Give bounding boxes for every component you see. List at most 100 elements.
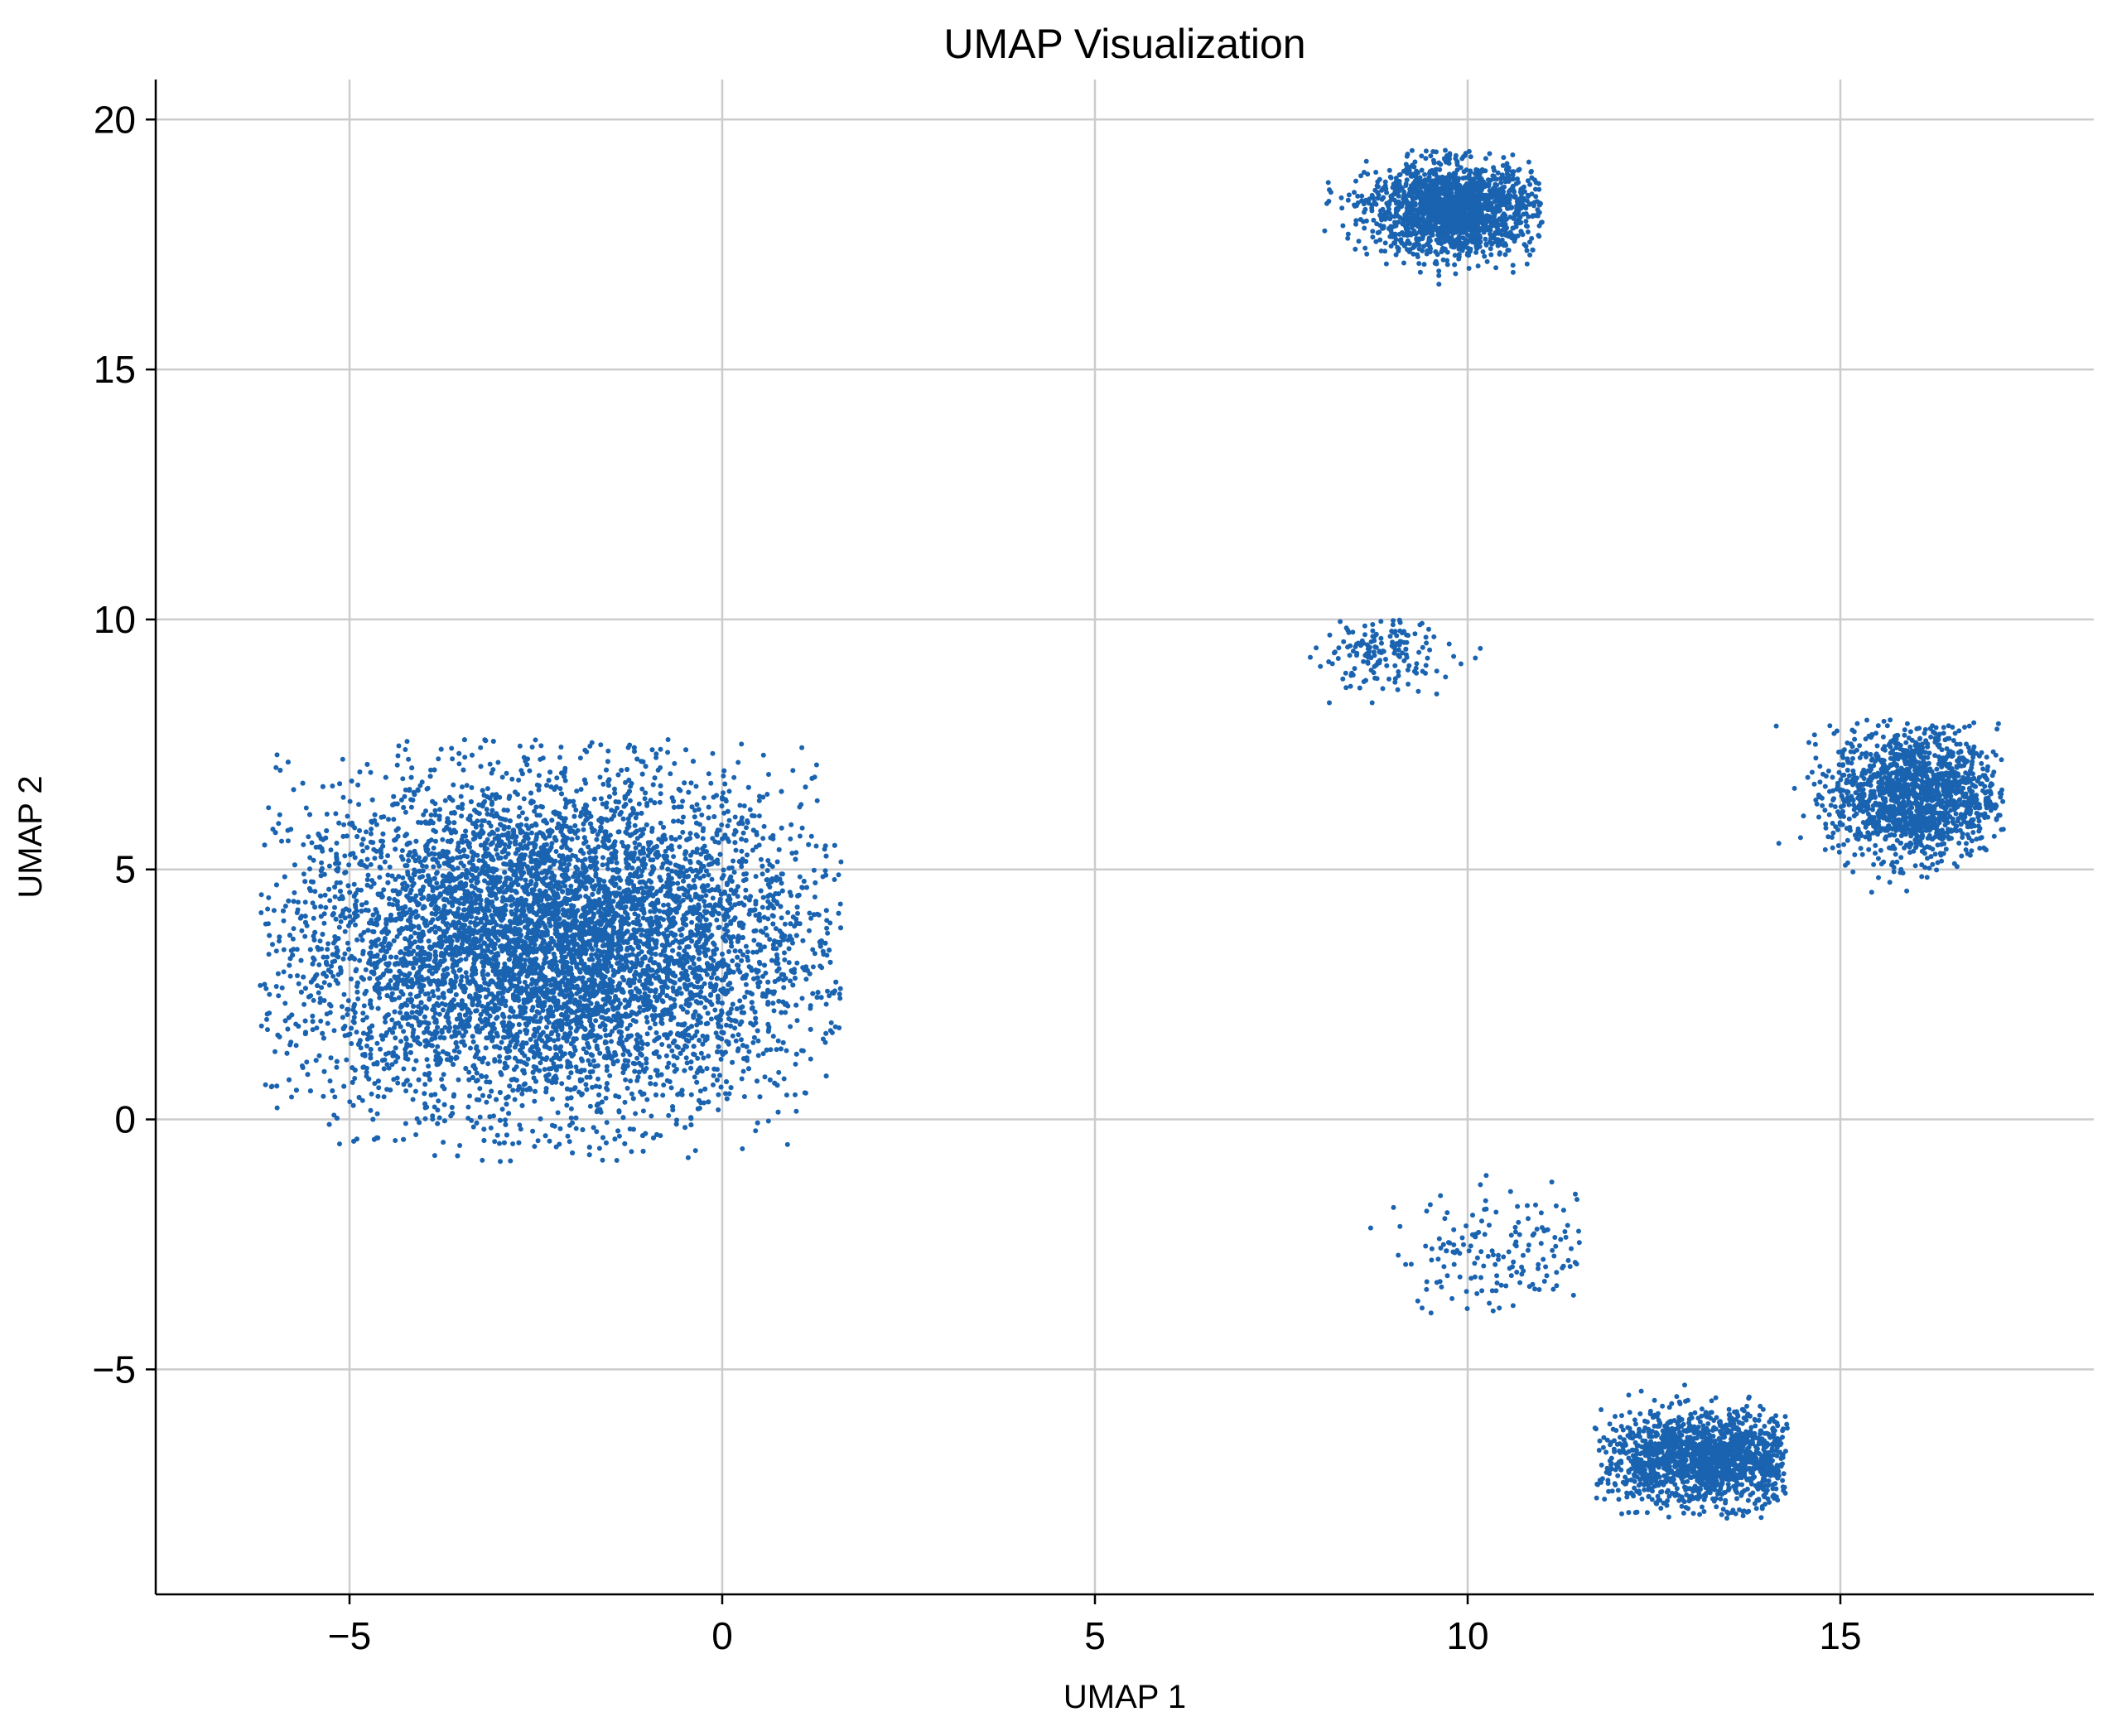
scatter-point <box>782 921 788 927</box>
scatter-point <box>462 1043 467 1048</box>
scatter-point <box>750 949 756 955</box>
scatter-point <box>530 1128 536 1134</box>
scatter-point <box>304 1059 310 1065</box>
scatter-point <box>340 794 346 800</box>
scatter-point <box>281 947 287 952</box>
scatter-point <box>458 793 464 799</box>
scatter-point <box>661 902 667 908</box>
scatter-point <box>765 905 771 911</box>
scatter-point <box>568 1106 574 1112</box>
scatter-point <box>624 1085 630 1091</box>
scatter-point <box>480 1003 485 1009</box>
scatter-point <box>517 805 523 811</box>
scatter-point <box>289 1094 294 1100</box>
scatter-point <box>788 822 794 827</box>
scatter-point <box>423 808 428 814</box>
scatter-point <box>383 1020 388 1025</box>
scatter-point <box>745 949 750 955</box>
scatter-point <box>403 1121 408 1126</box>
scatter-point <box>538 756 543 762</box>
scatter-point <box>377 995 383 1001</box>
scatter-point <box>276 821 282 827</box>
scatter-point <box>558 745 564 750</box>
scatter-point <box>688 1092 694 1097</box>
scatter-point <box>693 784 699 789</box>
scatter-point <box>351 1004 357 1010</box>
scatter-point <box>571 798 576 804</box>
scatter-point <box>593 873 599 879</box>
scatter-point <box>375 1093 381 1099</box>
scatter-point <box>508 1158 514 1164</box>
scatter-point <box>628 1078 634 1084</box>
scatter-point <box>293 1043 299 1049</box>
scatter-point <box>828 1020 834 1025</box>
scatter-point <box>391 817 397 822</box>
scatter-point <box>740 830 746 836</box>
scatter-point <box>692 1148 698 1154</box>
scatter-point <box>678 804 684 810</box>
scatter-point <box>412 930 417 936</box>
scatter-point <box>485 786 490 792</box>
scatter-point <box>728 887 734 893</box>
scatter-point <box>460 784 465 790</box>
scatter-point <box>342 928 348 934</box>
scatter-point <box>544 986 550 992</box>
scatter-point <box>670 985 676 991</box>
scatter-point <box>421 812 427 817</box>
scatter-point <box>324 812 330 817</box>
scatter-point <box>420 863 425 869</box>
scatter-point <box>747 807 753 813</box>
scatter-point <box>266 952 272 957</box>
scatter-point <box>345 1012 350 1017</box>
scatter-point <box>810 947 816 952</box>
scatter-point <box>793 1061 798 1067</box>
scatter-point <box>714 917 720 923</box>
scatter-point <box>302 899 308 905</box>
scatter-point <box>342 853 348 859</box>
scatter-point <box>451 1048 457 1054</box>
scatter-point <box>497 1054 503 1059</box>
scatter-point <box>279 985 285 991</box>
scatter-point <box>473 824 479 830</box>
scatter-point <box>697 1088 703 1094</box>
scatter-point <box>327 898 333 904</box>
scatter-point <box>369 827 374 832</box>
scatter-point <box>716 840 721 846</box>
scatter-point <box>687 965 693 971</box>
scatter-point <box>332 1094 338 1100</box>
scatter-point <box>836 872 841 878</box>
scatter-point <box>507 1015 513 1020</box>
scatter-point <box>743 876 749 882</box>
scatter-point <box>609 1039 614 1044</box>
scatter-point <box>632 911 638 917</box>
scatter-point <box>281 918 287 923</box>
scatter-point <box>386 817 391 822</box>
scatter-point <box>422 1116 428 1121</box>
scatter-point <box>730 1033 735 1039</box>
scatter-point <box>588 1001 594 1006</box>
scatter-point <box>405 1021 411 1027</box>
scatter-point <box>423 1044 428 1049</box>
scatter-point <box>398 950 403 956</box>
scatter-point <box>660 1092 666 1098</box>
scatter-point <box>464 974 470 980</box>
scatter-point <box>559 954 565 959</box>
scatter-point <box>344 1057 350 1063</box>
scatter-point <box>680 798 686 804</box>
scatter-point <box>535 1138 541 1144</box>
scatter-point <box>274 1105 280 1111</box>
scatter-point <box>290 936 296 942</box>
scatter-point <box>760 752 766 758</box>
scatter-point <box>258 1023 264 1029</box>
scatter-point <box>687 831 693 837</box>
scatter-point <box>319 860 325 866</box>
scatter-point <box>295 907 301 913</box>
scatter-point <box>794 1018 800 1024</box>
scatter-point <box>557 1126 563 1131</box>
scatter-point <box>478 745 484 750</box>
scatter-point <box>761 823 767 829</box>
scatter-point <box>633 815 639 821</box>
scatter-point <box>644 1015 649 1020</box>
scatter-point <box>440 837 446 842</box>
scatter-point <box>395 1080 401 1086</box>
